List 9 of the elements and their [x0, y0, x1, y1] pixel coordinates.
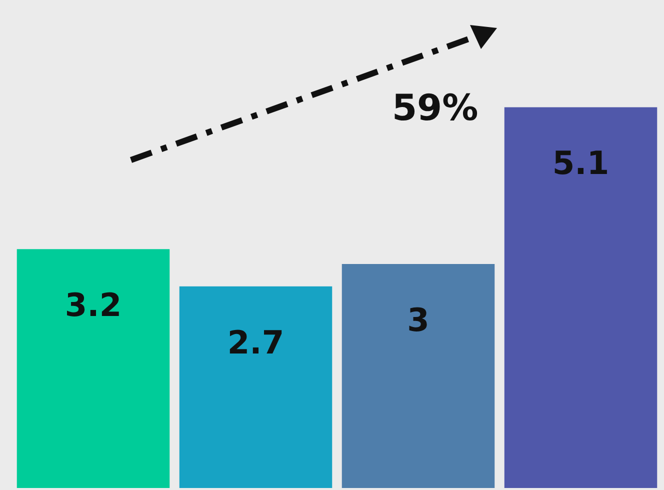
annotation: 59% — [392, 88, 478, 129]
bar — [16, 249, 170, 488]
data-label: 3.2 — [64, 286, 122, 324]
data-label: 5.1 — [552, 144, 610, 182]
data-label: 3 — [407, 301, 430, 339]
bar — [342, 264, 495, 488]
bar — [179, 286, 332, 488]
data-label: 2.7 — [227, 323, 284, 362]
bar — [504, 107, 658, 488]
